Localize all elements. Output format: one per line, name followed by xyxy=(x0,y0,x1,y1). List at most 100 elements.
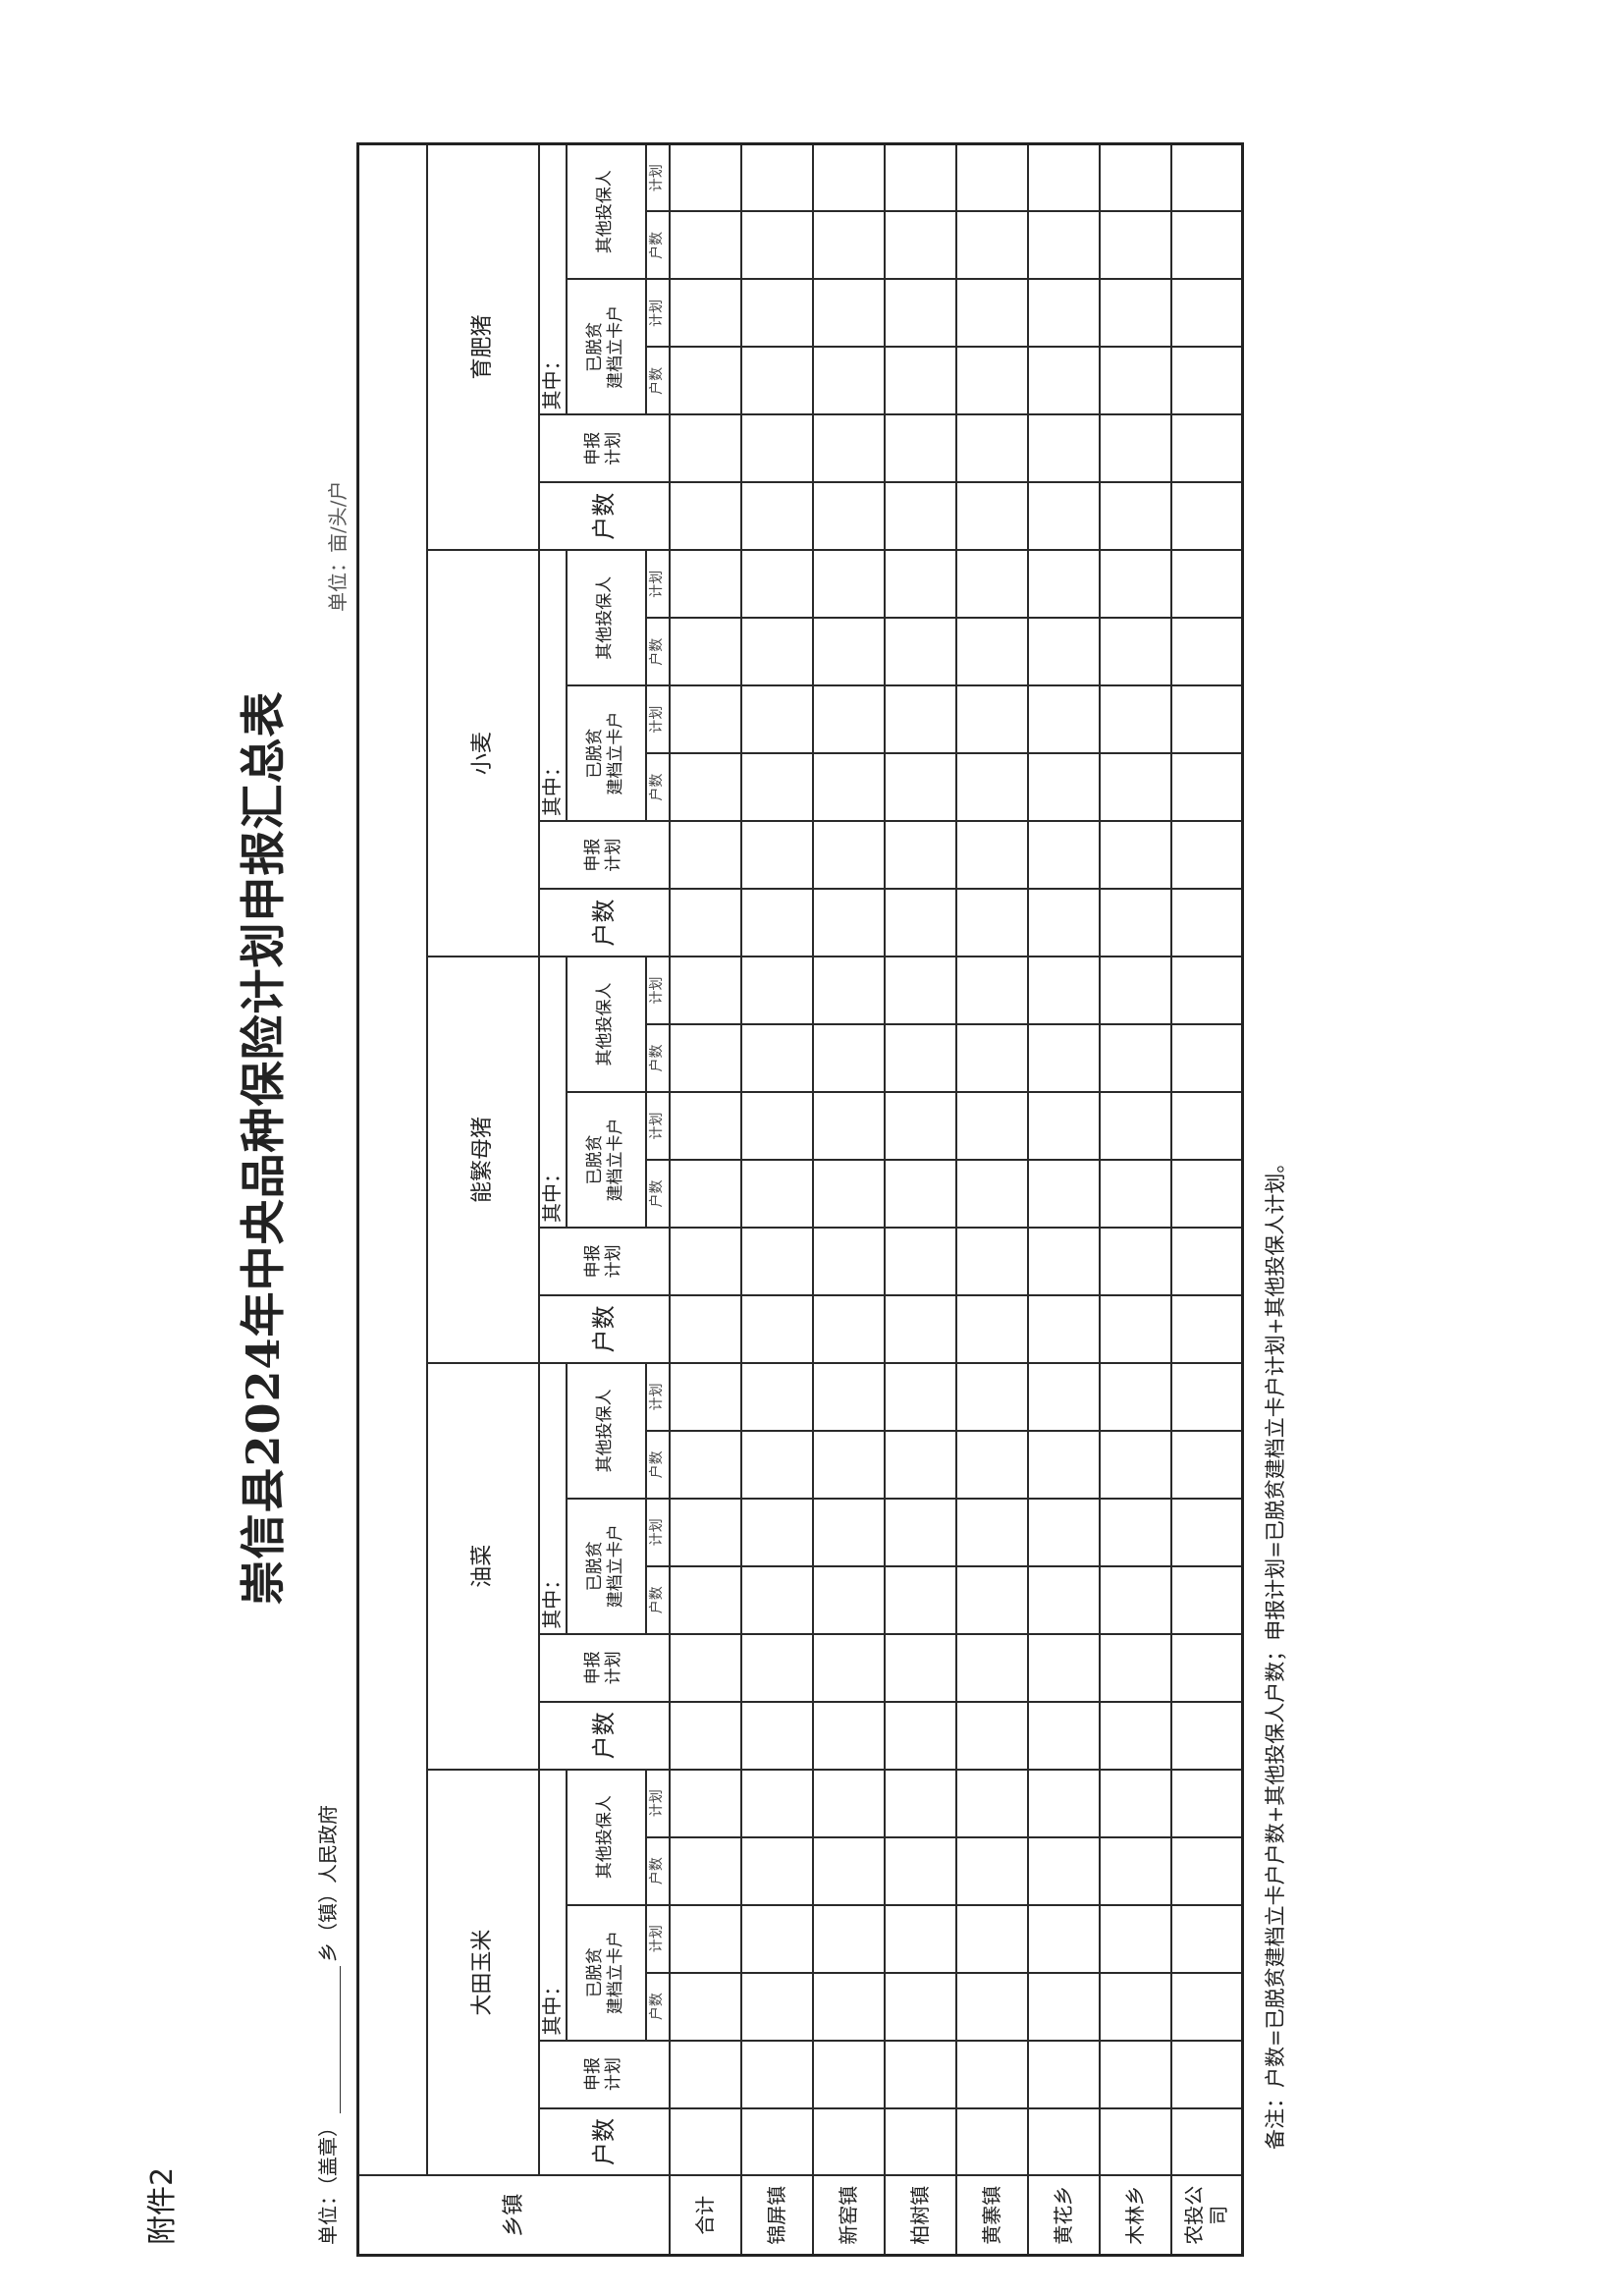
data-cell xyxy=(669,1769,741,1837)
data-cell xyxy=(669,414,741,483)
data-cell xyxy=(812,1701,885,1770)
households-subheader: 户数 xyxy=(645,1430,670,1499)
poverty-exited-header: 已脱贫 建档立卡户 xyxy=(566,1092,646,1228)
poverty-exited-header: 已脱贫 建档立卡户 xyxy=(566,279,646,415)
data-cell xyxy=(1170,2107,1243,2176)
data-cell xyxy=(1027,889,1100,957)
data-cell xyxy=(884,1633,956,1702)
data-cell xyxy=(1099,211,1171,280)
declared-plan-header: 申报 计划 xyxy=(538,414,670,483)
data-cell xyxy=(1099,618,1171,686)
data-cell xyxy=(1170,1092,1243,1160)
declared-plan-header: 申报 计划 xyxy=(538,821,670,890)
other-insured-header: 其他投保人 xyxy=(566,1362,646,1499)
data-cell xyxy=(1099,1836,1171,1905)
data-cell xyxy=(669,550,741,619)
data-cell xyxy=(740,2040,813,2108)
plan-subheader: 计划 xyxy=(645,1498,670,1566)
data-cell xyxy=(669,2040,741,2108)
poverty-exited-header: 已脱贫 建档立卡户 xyxy=(566,685,646,822)
data-cell xyxy=(669,1430,741,1499)
data-cell xyxy=(812,1769,885,1837)
declared-plan-header: 申报 计划 xyxy=(538,2040,670,2108)
township-name: 新窑镇 xyxy=(812,2175,885,2256)
data-cell xyxy=(1170,889,1243,957)
data-cell xyxy=(955,1701,1028,1770)
blank-fill-line xyxy=(322,1966,341,2113)
data-cell xyxy=(884,957,956,1025)
data-cell xyxy=(669,482,741,551)
data-cell xyxy=(1027,2107,1100,2176)
other-insured-header: 其他投保人 xyxy=(566,550,646,686)
data-cell xyxy=(1027,1092,1100,1160)
data-cell xyxy=(1027,550,1100,619)
data-cell xyxy=(1099,2107,1171,2176)
data-cell xyxy=(740,550,813,619)
data-cell xyxy=(955,2107,1028,2176)
data-cell xyxy=(812,1294,885,1363)
data-cell xyxy=(812,2040,885,2108)
data-cell xyxy=(955,143,1028,212)
data-cell xyxy=(669,143,741,212)
data-cell xyxy=(812,1430,885,1499)
data-cell xyxy=(884,1362,956,1431)
data-cell xyxy=(1099,143,1171,212)
data-cell xyxy=(884,1430,956,1499)
data-cell xyxy=(1170,1227,1243,1295)
households-subheader: 户数 xyxy=(645,211,670,280)
data-cell xyxy=(884,1159,956,1228)
data-cell xyxy=(955,1904,1028,1973)
page-title: 崇信县2024年中央品种保险计划申报汇总表 xyxy=(237,690,290,1606)
plan-subheader: 计划 xyxy=(645,957,670,1025)
crop-header: 小麦 xyxy=(426,550,539,957)
data-cell xyxy=(884,1769,956,1837)
crop-header: 育肥猪 xyxy=(426,143,539,551)
households-subheader: 户数 xyxy=(645,1159,670,1228)
households-subheader: 户数 xyxy=(645,1972,670,2041)
plan-subheader: 计划 xyxy=(645,1092,670,1160)
data-cell xyxy=(884,279,956,348)
data-cell xyxy=(740,414,813,483)
data-cell xyxy=(812,279,885,348)
among-header: 其中： xyxy=(538,550,567,822)
data-cell xyxy=(955,2040,1028,2108)
data-cell xyxy=(812,618,885,686)
data-cell xyxy=(1170,1159,1243,1228)
data-cell xyxy=(740,889,813,957)
plan-subheader: 计划 xyxy=(645,1362,670,1431)
data-cell xyxy=(1099,957,1171,1025)
township-name: 木林乡 xyxy=(1099,2175,1171,2256)
data-cell xyxy=(884,1024,956,1092)
data-cell xyxy=(669,1159,741,1228)
data-cell xyxy=(740,279,813,348)
data-cell xyxy=(1099,1904,1171,1973)
township-name: 锦屏镇 xyxy=(740,2175,813,2256)
data-cell xyxy=(740,1904,813,1973)
data-cell xyxy=(812,1159,885,1228)
data-cell xyxy=(669,1836,741,1905)
other-insured-header: 其他投保人 xyxy=(566,143,646,280)
data-cell xyxy=(884,821,956,890)
households-subheader: 户数 xyxy=(645,618,670,686)
data-cell xyxy=(740,482,813,551)
data-cell xyxy=(1099,1701,1171,1770)
households-subheader: 户数 xyxy=(645,753,670,822)
data-cell xyxy=(1027,143,1100,212)
data-cell xyxy=(1170,279,1243,348)
data-cell xyxy=(812,957,885,1025)
township-name: 黄花乡 xyxy=(1027,2175,1100,2256)
data-cell xyxy=(669,279,741,348)
data-cell xyxy=(1027,211,1100,280)
data-cell xyxy=(669,1092,741,1160)
header-row: 乡镇 xyxy=(357,143,670,2256)
data-cell xyxy=(1099,414,1171,483)
data-cell xyxy=(1099,753,1171,822)
households-subheader: 户数 xyxy=(645,1024,670,1092)
data-cell xyxy=(740,1565,813,1634)
data-cell xyxy=(812,414,885,483)
data-cell xyxy=(955,550,1028,619)
data-cell xyxy=(669,1972,741,2041)
data-cell xyxy=(955,1633,1028,1702)
data-cell xyxy=(812,821,885,890)
data-cell xyxy=(955,685,1028,754)
